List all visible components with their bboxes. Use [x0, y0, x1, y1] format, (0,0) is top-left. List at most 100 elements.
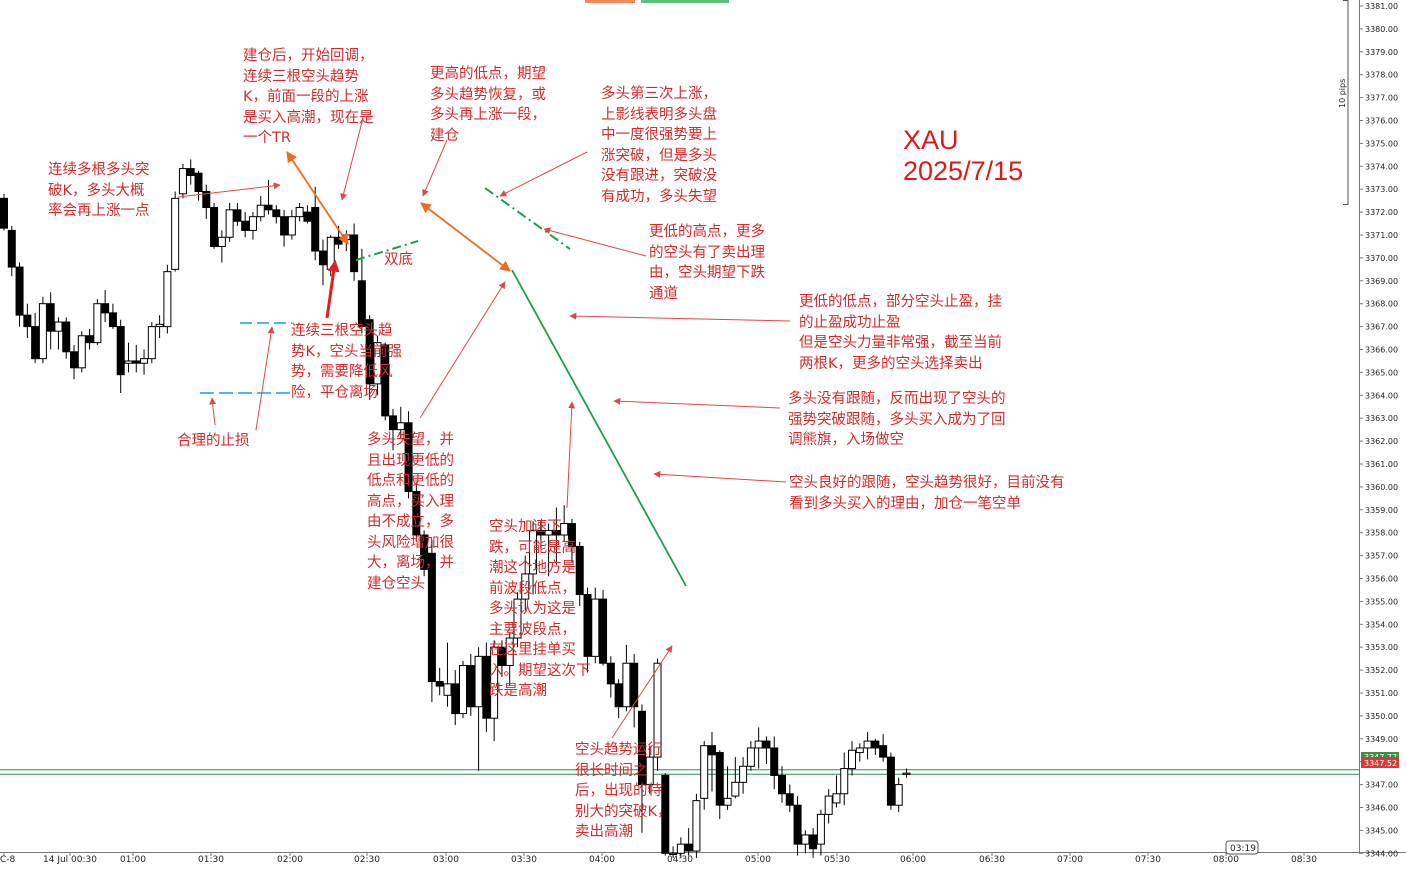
candle-body — [707, 745, 716, 756]
candle-body — [715, 752, 724, 806]
time-badge — [1225, 840, 1259, 855]
candle-body — [178, 168, 187, 195]
candle — [583, 587, 592, 673]
candle — [544, 523, 553, 577]
candle — [567, 518, 576, 563]
pullback-arrow-2 — [420, 202, 511, 272]
candle — [793, 796, 802, 856]
candle — [886, 752, 895, 810]
candle-body — [451, 683, 460, 715]
y-tick-label: 3370.00 — [1365, 254, 1398, 263]
y-tick-label: 3356.00 — [1365, 575, 1398, 584]
candle — [132, 344, 141, 373]
candle-body — [155, 323, 164, 328]
candle — [824, 789, 833, 824]
y-tick-label: 3352.00 — [1365, 666, 1398, 675]
candle — [202, 184, 211, 219]
double-bottom-line[interactable] — [355, 240, 419, 261]
x-tick-label: 08:00 — [1213, 855, 1239, 865]
candle — [552, 507, 561, 565]
candle-body — [824, 795, 833, 815]
y-tick-label: 3355.00 — [1365, 597, 1398, 606]
y-tick-label: 3353.00 — [1365, 643, 1398, 652]
candle-body — [163, 271, 172, 328]
candle-body — [140, 358, 149, 364]
x-tick-label: 03:30 — [511, 855, 537, 865]
arrow-accelerate — [566, 401, 576, 509]
y-tick-label: 3360.00 — [1365, 483, 1398, 492]
candle-body — [645, 756, 654, 786]
top-tab-green[interactable] — [641, 0, 729, 3]
bear-trendline[interactable] — [511, 269, 687, 587]
candle — [318, 239, 327, 286]
note-lower-high: 更低的高点，更多 的空头有了卖出理 由，空头期望下跌 通道 — [649, 224, 765, 302]
candle-body — [147, 326, 156, 360]
x-tick-label: 01:30 — [198, 855, 224, 865]
candle-body — [778, 774, 786, 795]
candle-body — [303, 211, 312, 222]
arrow-climax — [611, 645, 673, 739]
candle — [676, 837, 685, 858]
candle-body — [591, 598, 600, 657]
candle-body — [233, 209, 242, 222]
upper-channel-line[interactable] — [484, 187, 571, 250]
arrow-stop-2 — [255, 326, 275, 431]
y-tick-label: 3347.00 — [1365, 781, 1398, 790]
candle-body — [848, 749, 857, 770]
candle — [754, 727, 763, 769]
candle-body — [85, 335, 94, 344]
candle — [241, 212, 250, 238]
y-tick-label: 3377.00 — [1365, 94, 1398, 103]
candle — [140, 349, 149, 375]
x-tick-label: 06:00 — [900, 855, 926, 865]
y-tick-label: 3350.00 — [1365, 712, 1398, 721]
candle-body — [31, 326, 40, 360]
candle — [505, 633, 514, 687]
candle-body — [661, 774, 670, 854]
candle-body — [746, 747, 755, 767]
candle-body — [653, 662, 662, 758]
y-tick-label: 3381.00 — [1365, 2, 1398, 11]
note-lower-low: 更低的低点，部分空头止盈，挂 的止盈成功止盈 但是空头力量非常强，截至当前 两根… — [799, 294, 1002, 372]
candle-body — [809, 834, 818, 850]
y-tick-label: 3369.00 — [1365, 277, 1398, 286]
date-label: 2025/7/15 — [903, 156, 1024, 186]
candle-body — [855, 747, 864, 754]
candle — [637, 704, 646, 833]
y-tick-label: 3371.00 — [1365, 231, 1398, 240]
candle-body — [793, 804, 802, 845]
arrow-third-push — [499, 151, 588, 197]
candle — [427, 539, 436, 703]
candle — [54, 317, 63, 350]
x-axis: C-8 14 Jul 00:30 01:00 01:30 02:00 02:30 03:00… — [0, 852, 1317, 865]
note-add-short: 空头良好的跟随，空头趋势很好，目前没有 看到多头买入的理由，加仓一笔空单 — [789, 475, 1065, 512]
candle — [357, 248, 366, 334]
candle-body — [567, 523, 576, 547]
arrow-follow-through — [653, 470, 787, 483]
candle — [863, 731, 872, 760]
candle-body — [459, 665, 468, 715]
arrow-breakout — [177, 182, 281, 198]
instrument-label: XAU — [903, 125, 959, 155]
candle-body — [404, 422, 413, 492]
candle — [264, 180, 273, 215]
note-third-push: 多头第三次上涨， 上影线表明多头盘 中一度很强势要上 涨突破，但是多头 没有跟进… — [601, 86, 717, 205]
candle — [248, 212, 257, 240]
top-tab-orange[interactable] — [585, 0, 635, 3]
candle-body — [902, 772, 911, 775]
candle-body — [754, 740, 763, 749]
candle — [466, 654, 475, 716]
y-tick-label: 3344.00 — [1365, 849, 1398, 858]
candle-body — [816, 813, 825, 845]
candle-body — [132, 360, 141, 364]
candle-body — [194, 172, 203, 192]
candle — [389, 409, 397, 451]
candle — [350, 223, 359, 281]
candle — [816, 809, 825, 856]
pips-label: 10 pips — [1338, 79, 1347, 108]
candle-body — [840, 768, 849, 795]
candle — [482, 642, 491, 732]
candle-body — [684, 843, 693, 852]
candle — [108, 303, 117, 329]
